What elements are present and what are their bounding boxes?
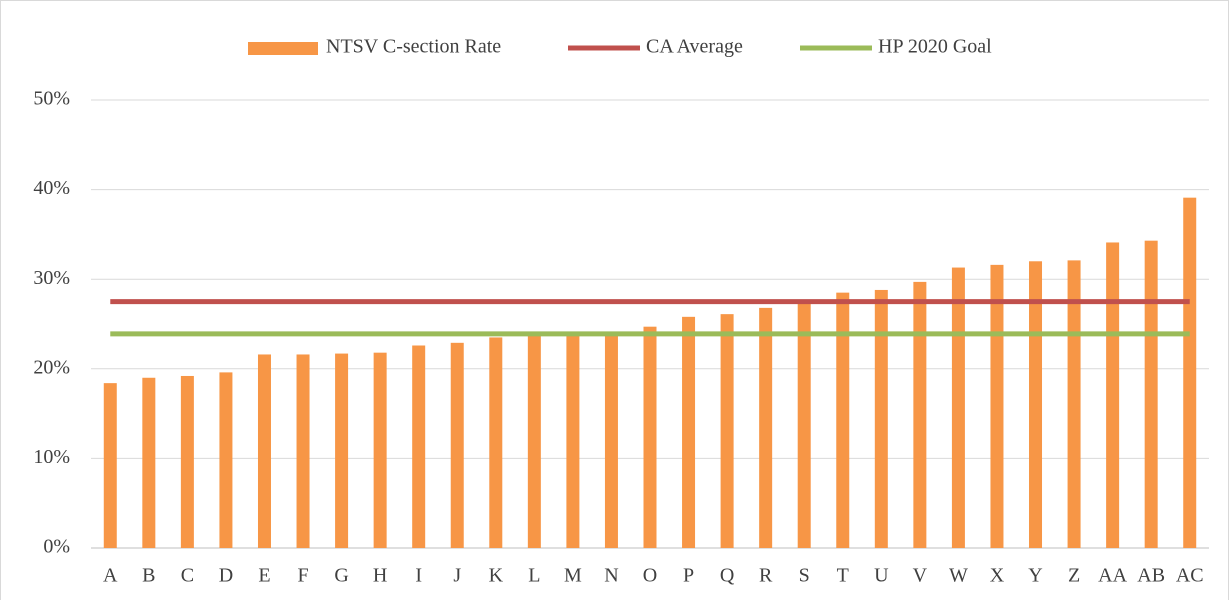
- x-tick-label: C: [181, 565, 194, 587]
- bar: [296, 354, 310, 548]
- x-tick-label: Y: [1028, 565, 1042, 587]
- bar: [874, 289, 888, 548]
- bar: [1183, 197, 1197, 548]
- legend-label: HP 2020 Goal: [878, 36, 992, 58]
- x-tick-label: AB: [1137, 565, 1165, 587]
- bar: [103, 383, 117, 548]
- bar: [682, 316, 696, 548]
- bar: [527, 335, 541, 548]
- bar: [1106, 242, 1120, 549]
- bar: [180, 375, 194, 548]
- x-tick-label: AA: [1098, 565, 1127, 587]
- y-tick-label: 0%: [43, 536, 70, 558]
- y-tick-label: 30%: [33, 267, 70, 289]
- x-tick-label: J: [453, 565, 461, 587]
- bar: [373, 352, 387, 548]
- x-tick-label: Z: [1068, 565, 1080, 587]
- legend-label: NTSV C-section Rate: [326, 36, 501, 58]
- x-tick-label: P: [683, 565, 694, 587]
- bar: [412, 345, 426, 548]
- legend-swatch: [248, 42, 318, 55]
- x-tick-label: S: [799, 565, 810, 587]
- bar: [951, 267, 965, 548]
- x-tick-label: AC: [1176, 565, 1204, 587]
- bar: [990, 264, 1004, 548]
- x-tick-label: T: [837, 565, 849, 587]
- x-tick-label: N: [604, 565, 618, 587]
- bar: [913, 281, 927, 548]
- y-tick-label: 50%: [33, 88, 70, 110]
- bar: [643, 326, 657, 548]
- x-tick-label: W: [949, 565, 968, 587]
- x-tick-label: H: [373, 565, 387, 587]
- x-tick-label: K: [489, 565, 504, 587]
- y-tick-label: 10%: [33, 446, 70, 468]
- bar: [797, 301, 811, 548]
- bar: [566, 334, 580, 548]
- bar: [836, 292, 850, 548]
- x-tick-label: A: [103, 565, 118, 587]
- bar: [1029, 261, 1043, 548]
- bar: [1144, 240, 1158, 548]
- bar: [335, 353, 349, 548]
- x-tick-label: Q: [720, 565, 735, 587]
- x-tick-label: L: [528, 565, 540, 587]
- legend-label: CA Average: [646, 36, 743, 58]
- x-tick-label: G: [334, 565, 348, 587]
- x-tick-label: E: [258, 565, 270, 587]
- bar: [489, 337, 503, 548]
- bar: [604, 333, 618, 548]
- bar: [759, 307, 773, 548]
- x-tick-label: I: [415, 565, 422, 587]
- y-tick-label: 20%: [33, 356, 70, 378]
- x-tick-label: R: [759, 565, 773, 587]
- x-tick-label: X: [990, 565, 1005, 587]
- bar: [219, 372, 233, 548]
- x-tick-label: F: [297, 565, 308, 587]
- x-tick-label: M: [564, 565, 582, 587]
- x-tick-label: U: [874, 565, 889, 587]
- x-tick-label: V: [913, 565, 928, 587]
- bar: [450, 342, 464, 548]
- x-tick-label: D: [219, 565, 233, 587]
- bar: [257, 354, 271, 548]
- x-tick-label: B: [142, 565, 155, 587]
- bar: [720, 314, 734, 548]
- y-tick-label: 40%: [33, 177, 70, 199]
- x-tick-label: O: [643, 565, 657, 587]
- bar: [142, 377, 156, 548]
